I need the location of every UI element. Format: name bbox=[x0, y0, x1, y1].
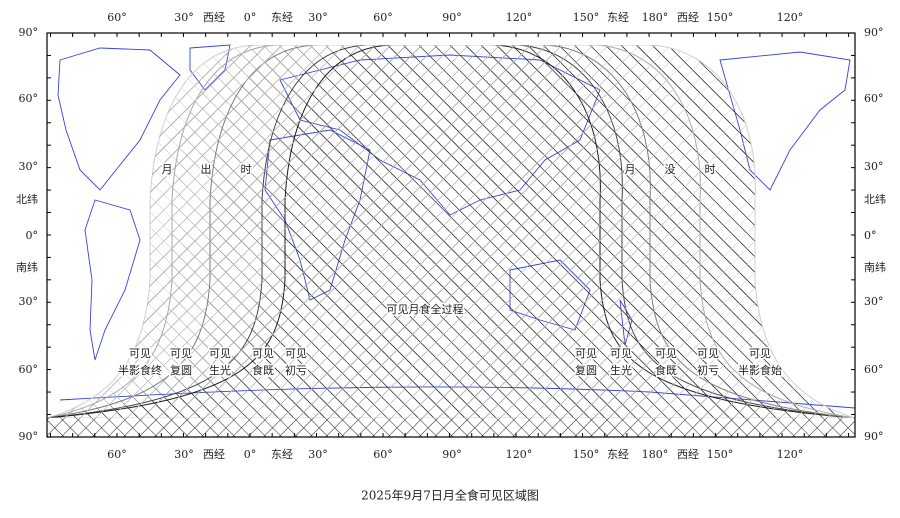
lon-label: 180° bbox=[642, 11, 669, 24]
lon-label: 东经 bbox=[607, 11, 629, 24]
moonset-char: 没 bbox=[665, 163, 676, 176]
lon-label: 30° bbox=[308, 11, 328, 24]
moonset-char: 月 bbox=[625, 163, 636, 176]
lon-label: 150° bbox=[573, 11, 600, 24]
lat-label: 30° bbox=[19, 295, 39, 308]
zone-label: 可见 bbox=[252, 347, 274, 360]
zone-label: 可见 bbox=[170, 347, 192, 360]
lon-label: 150° bbox=[707, 11, 734, 24]
lon-label: 120° bbox=[506, 448, 533, 461]
lat-label: 30° bbox=[864, 295, 884, 308]
zone-label: 可见 bbox=[749, 347, 771, 360]
zone-label: 生光 bbox=[610, 363, 632, 377]
lon-label: 90° bbox=[442, 11, 462, 24]
lat-label: 60° bbox=[864, 363, 884, 376]
lat-label: 60° bbox=[19, 92, 39, 105]
lon-label: 西经 bbox=[203, 11, 225, 24]
zone-label: 可见 bbox=[129, 347, 151, 360]
lat-label: 90° bbox=[19, 26, 39, 39]
zone-label: 食既 bbox=[252, 363, 274, 377]
right-zones bbox=[47, 45, 855, 418]
lon-label: 西经 bbox=[677, 11, 699, 24]
moonrise-char: 出 bbox=[201, 162, 212, 176]
zone-label: 可见 bbox=[285, 347, 307, 360]
lon-label: 150° bbox=[573, 448, 600, 461]
lat-label: 90° bbox=[864, 430, 884, 443]
lon-label: 60° bbox=[373, 448, 393, 461]
total-label: 可见月食全过程 bbox=[387, 302, 464, 316]
zone-label: 食既 bbox=[655, 363, 677, 377]
lon-label: 30° bbox=[308, 448, 328, 461]
lon-label: 东经 bbox=[607, 448, 629, 461]
lon-label: 150° bbox=[707, 448, 734, 461]
lat-label: 南纬 bbox=[864, 261, 886, 274]
lat-label: 北纬 bbox=[16, 193, 38, 206]
lat-label: 0° bbox=[864, 229, 877, 242]
visibility-zone bbox=[47, 45, 855, 418]
zone-label: 半影食终 bbox=[118, 363, 162, 377]
zone-label: 初亏 bbox=[697, 363, 719, 377]
lat-label: 60° bbox=[19, 363, 39, 376]
lon-label: 180° bbox=[642, 448, 669, 461]
lon-label: 东经 bbox=[271, 11, 293, 24]
zone-label: 可见 bbox=[209, 347, 231, 360]
lon-label: 60° bbox=[373, 11, 393, 24]
lat-label: 60° bbox=[864, 92, 884, 105]
zone-label: 生光 bbox=[209, 363, 231, 377]
lon-label: 0° bbox=[244, 11, 257, 24]
zone-label: 复圆 bbox=[170, 363, 192, 377]
antarctic-band bbox=[47, 418, 855, 437]
lon-label: 30° bbox=[174, 11, 194, 24]
moonrise-char: 月 bbox=[162, 163, 173, 176]
lon-label: 30° bbox=[174, 448, 194, 461]
moonset-char: 时 bbox=[705, 163, 716, 176]
zone-label: 半影食始 bbox=[738, 363, 782, 377]
lon-label: 120° bbox=[506, 11, 533, 24]
lat-label: 30° bbox=[864, 160, 884, 173]
zone-label: 初亏 bbox=[285, 363, 307, 377]
zone-label: 复圆 bbox=[575, 363, 597, 377]
lon-label: 120° bbox=[777, 448, 804, 461]
zone-label: 可见 bbox=[697, 347, 719, 360]
map-title: 2025年9月7日月全食可见区域图 bbox=[361, 488, 539, 503]
zone-label: 可见 bbox=[610, 347, 632, 360]
lon-label: 120° bbox=[777, 11, 804, 24]
zone-label: 可见 bbox=[575, 347, 597, 360]
lon-label: 90° bbox=[442, 448, 462, 461]
lon-label: 西经 bbox=[677, 448, 699, 461]
lat-label: 90° bbox=[864, 26, 884, 39]
lon-label: 60° bbox=[107, 11, 127, 24]
lon-label: 西经 bbox=[203, 448, 225, 461]
lon-label: 东经 bbox=[271, 448, 293, 461]
lat-label: 90° bbox=[19, 430, 39, 443]
moonrise-char: 时 bbox=[241, 163, 252, 176]
lat-label: 0° bbox=[26, 229, 39, 242]
lon-label: 60° bbox=[107, 448, 127, 461]
lat-label: 南纬 bbox=[16, 261, 38, 274]
lon-label: 0° bbox=[244, 448, 257, 461]
lat-label: 30° bbox=[19, 160, 39, 173]
zone-label: 可见 bbox=[655, 347, 677, 360]
lat-label: 北纬 bbox=[864, 193, 886, 206]
